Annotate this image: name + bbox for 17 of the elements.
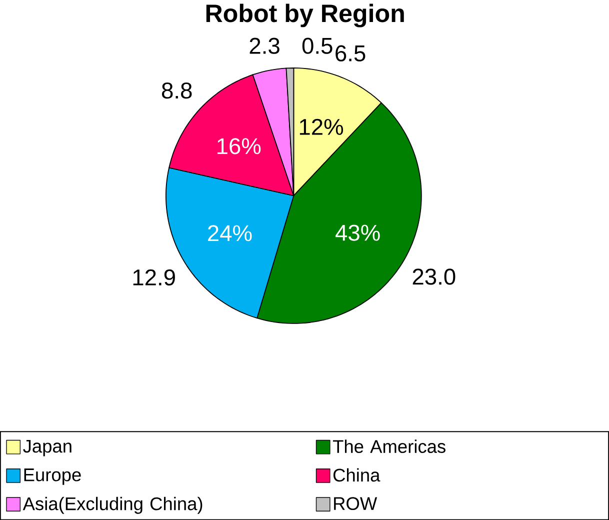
chart-title: Robot by Region <box>206 4 404 28</box>
data-label: 23.0 <box>412 268 456 285</box>
legend-label: ROW <box>334 496 378 510</box>
text: 24% <box>208 225 252 242</box>
data-label: 6.5 <box>336 45 366 62</box>
text: 12% <box>300 118 344 135</box>
data-label: 2.3 <box>250 38 280 54</box>
legend-label: Japan <box>23 440 72 456</box>
data-label: 0.5 <box>302 38 332 54</box>
data-label: 8.8 <box>162 82 192 99</box>
text: 43% <box>336 224 380 241</box>
legend-label: Asia(Excluding China) <box>22 496 202 514</box>
data-label: 12.9 <box>133 269 175 286</box>
legend-label: China <box>333 468 380 482</box>
legend-label: The Americas <box>332 440 446 453</box>
legend-label: Europe <box>24 468 81 485</box>
text: 16% <box>218 138 261 154</box>
